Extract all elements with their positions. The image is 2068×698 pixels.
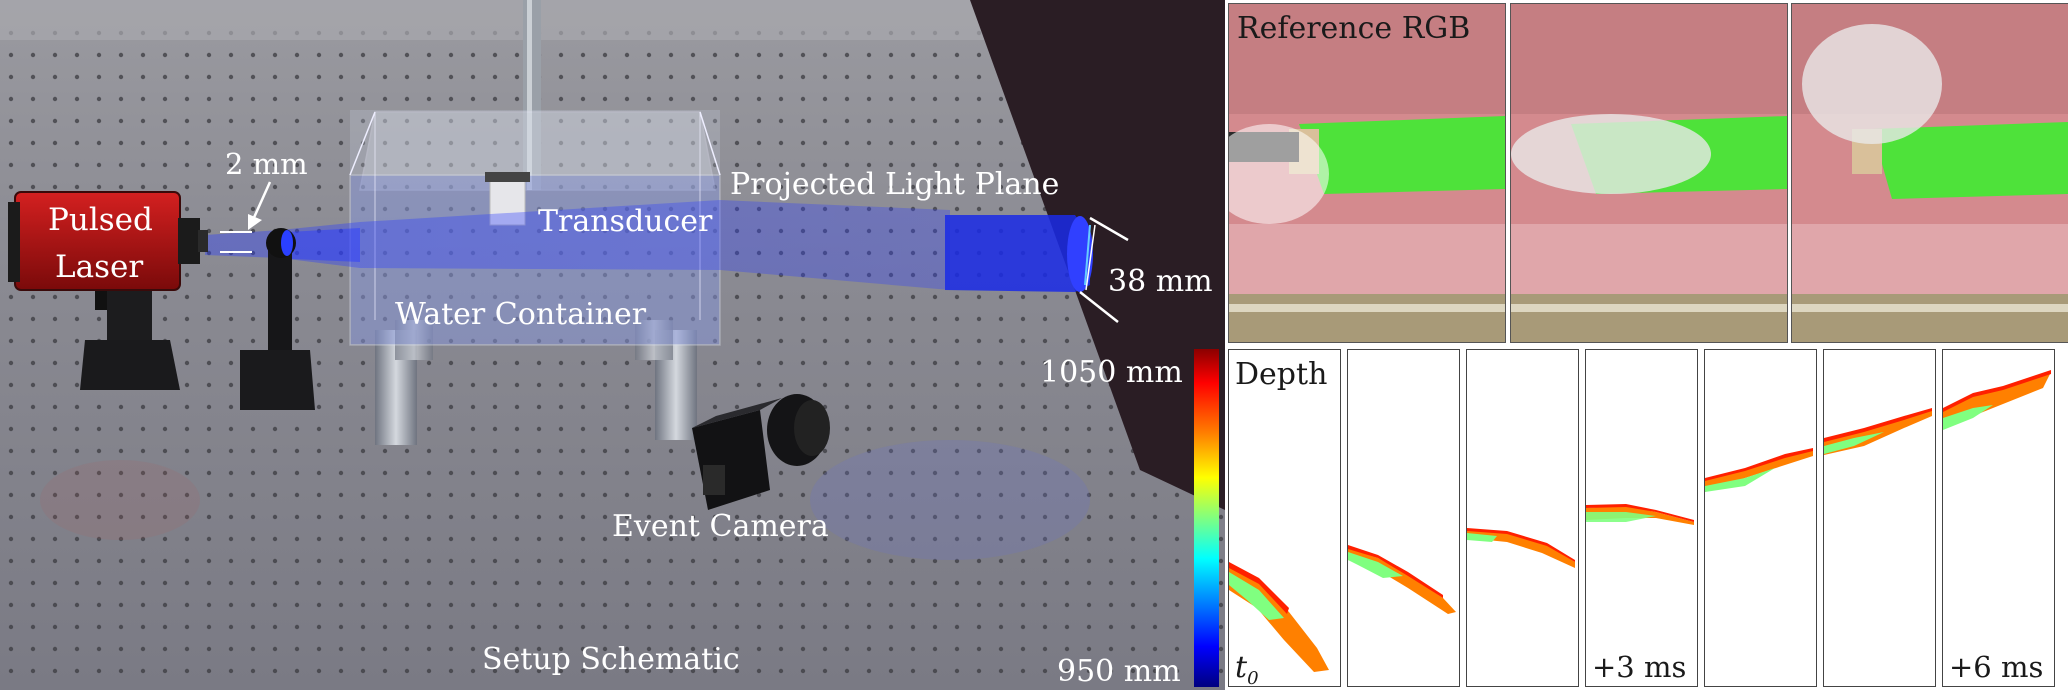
transducer-label: Transducer <box>538 204 713 239</box>
t0-sub: 0 <box>1247 668 1259 687</box>
event-camera-label: Event Camera <box>612 509 829 544</box>
colorbar-top-label: 1050 mm <box>1040 355 1183 390</box>
projection-screen <box>970 0 1225 510</box>
depth-frame-7: +6 ms <box>1942 349 2055 687</box>
projected-light-plane <box>945 215 1090 292</box>
depth-time-label-6ms: +6 ms <box>1949 650 2044 684</box>
t0-label: t0 <box>1235 653 1259 687</box>
depth-frame-3 <box>1466 349 1579 687</box>
beam-width-label: 2 mm <box>225 147 308 181</box>
projected-plane-label: Projected Light Plane <box>730 167 1060 202</box>
plane-height-label: 38 mm <box>1108 264 1213 299</box>
depth-frame-2 <box>1347 349 1460 687</box>
t0-base: t <box>1235 650 1248 685</box>
reference-rgb-title: Reference RGB <box>1237 11 1471 46</box>
setup-caption: Setup Schematic <box>482 642 740 677</box>
rgb-frame-3 <box>1791 3 2068 343</box>
depth-title: Depth <box>1235 357 1328 392</box>
depth-frame-1: Depth t0 <box>1228 349 1341 687</box>
depth-frame-5 <box>1704 349 1817 687</box>
depth-frame-4: +3 ms <box>1585 349 1698 687</box>
water-container-label: Water Container <box>395 297 647 332</box>
rgb-frame-2 <box>1510 3 1788 343</box>
depth-colorbar <box>1194 349 1219 687</box>
setup-schematic: Pulsed Laser 2 mm Transducer Projected L… <box>0 0 1225 690</box>
depth-time-label-3ms: +3 ms <box>1592 650 1687 684</box>
rgb-frame-1: Reference RGB <box>1228 3 1506 343</box>
pulsed-laser-label-line1: Pulsed <box>48 202 153 238</box>
depth-frame-6 <box>1823 349 1936 687</box>
pulsed-laser-label-line2: Laser <box>55 249 144 285</box>
schematic-illustration <box>0 0 1225 690</box>
colorbar-bottom-label: 950 mm <box>1057 654 1181 689</box>
laser-beam <box>205 200 950 290</box>
